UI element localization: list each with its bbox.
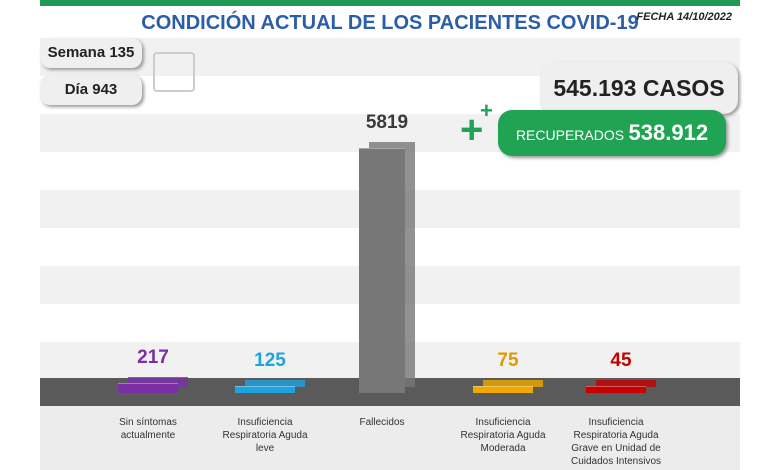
label-area [40,406,740,470]
bar [118,382,178,393]
category-label: Insuficiencia Respiratoria Aguda leve [222,417,308,454]
recovered-label: RECUPERADOS [515,127,625,143]
value-label: 5819 [365,112,409,133]
recovered-value: 538.912 [628,120,709,145]
value-label: 125 [254,350,286,371]
category-label: Insuficiencia Respiratoria Aguda Moderad… [460,417,546,454]
category-label: Insuficiencia Respiratoria Aguda Grave e… [570,417,662,467]
top-strip [40,0,740,6]
week: Semana 135 [40,38,142,68]
date: FECHA 14/10/2022 [636,11,732,23]
title: CONDICIÓN ACTUAL DE LOS PACIENTES COVID-… [141,12,639,34]
category-label: Fallecidos [359,417,405,428]
bar [473,386,533,393]
cases: 545.193 CASOS [540,62,738,114]
day: Día 943 [40,75,142,105]
recovered: RECUPERADOS 538.912 [498,110,726,156]
calendar-icon [153,52,195,92]
value-label: 75 [497,350,519,371]
bar [359,148,405,393]
category-label: Sin síntomas actualmente [119,417,177,441]
value-label: 217 [137,346,169,368]
bar [235,386,295,393]
bar [586,386,646,393]
value-label: 45 [610,350,632,371]
plus-icon: + [480,98,493,123]
plus-icon: + [460,108,484,152]
